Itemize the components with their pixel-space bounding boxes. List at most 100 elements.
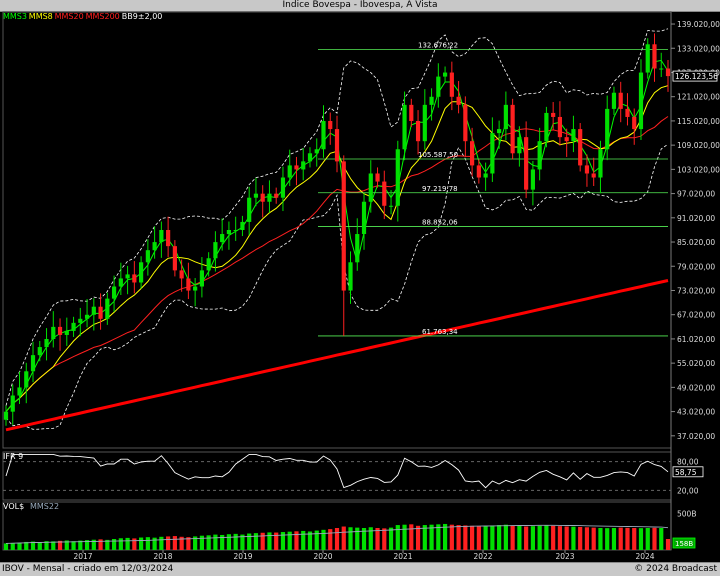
- fib-level-label: 105.587,50: [418, 151, 458, 159]
- bollinger-lower: [5, 143, 669, 430]
- volume-bar: [618, 527, 623, 550]
- candle-body: [125, 274, 130, 279]
- volume-bar: [44, 541, 49, 550]
- volume-bar: [159, 536, 164, 550]
- y-tick-label: 49.020,00: [677, 383, 715, 392]
- candle-body: [166, 230, 171, 247]
- candle-body: [220, 234, 225, 243]
- volume-bar: [287, 531, 292, 550]
- volume-bar: [497, 525, 502, 550]
- candle-body: [355, 234, 360, 263]
- volume-bar: [240, 534, 245, 550]
- volume-bar: [328, 529, 333, 550]
- candle-body: [429, 96, 434, 105]
- candle-body: [537, 141, 542, 170]
- volume-bar: [301, 530, 306, 550]
- candle-body: [476, 165, 481, 178]
- volume-bar: [476, 526, 481, 550]
- candle-body: [665, 68, 671, 77]
- candle-body: [659, 68, 664, 70]
- candle-body: [341, 161, 346, 291]
- volume-bar: [51, 541, 56, 550]
- ifr-tick-label: 20,00: [677, 486, 699, 495]
- volume-bar: [199, 535, 204, 550]
- ifr-label: IFR 9: [3, 452, 23, 461]
- y-tick-label: 121.020,00: [677, 93, 720, 102]
- y-tick-label: 79.020,00: [677, 262, 715, 271]
- volume-bar: [17, 542, 22, 550]
- candle-body: [470, 141, 475, 166]
- volume-bar: [71, 541, 76, 550]
- candle-body: [213, 242, 218, 259]
- volume-bar: [24, 541, 29, 550]
- fib-level-label: 88.852,06: [422, 219, 458, 227]
- volume-bar: [172, 536, 177, 550]
- candle-body: [382, 181, 387, 206]
- volume-bar: [544, 525, 549, 550]
- x-tick-label: 2020: [313, 552, 332, 561]
- candle-body: [206, 258, 211, 271]
- x-tick-label: 2017: [73, 552, 92, 561]
- candle-body: [564, 137, 569, 142]
- volume-bar: [530, 526, 535, 550]
- volume-bar: [652, 527, 657, 550]
- candle-body: [328, 121, 333, 130]
- volume-bar: [321, 529, 326, 550]
- candle-body: [139, 262, 144, 283]
- volume-bar: [213, 534, 218, 550]
- candle-body: [111, 286, 117, 299]
- candle-body: [10, 395, 15, 412]
- volume-bar: [152, 537, 157, 550]
- volume-bar: [348, 527, 353, 550]
- volume-bar: [125, 537, 130, 550]
- last-price-box: [672, 70, 718, 82]
- candle-body: [57, 326, 63, 335]
- candle-body: [611, 92, 617, 109]
- volume-bar: [226, 534, 232, 550]
- candle-body: [524, 137, 529, 190]
- candle-body: [578, 129, 583, 166]
- candle-body: [415, 121, 421, 142]
- volume-bar: [37, 542, 42, 550]
- volume-bar: [442, 523, 448, 550]
- volume-bar: [64, 540, 69, 550]
- x-tick-label: 2021: [393, 552, 412, 561]
- y-tick-label: 67.020,00: [677, 311, 715, 320]
- candle-body: [186, 278, 191, 291]
- volume-bar: [510, 525, 515, 550]
- candle-body: [98, 306, 103, 319]
- candle-body: [598, 149, 603, 178]
- volume-bar: [179, 536, 184, 550]
- volume-bar: [470, 525, 475, 550]
- volume-bar: [368, 527, 373, 550]
- volume-bar: [551, 525, 556, 550]
- y-tick-label: 43.020,00: [677, 408, 715, 417]
- candle-body: [645, 44, 650, 73]
- candle-body: [348, 262, 353, 291]
- candle-body: [17, 387, 22, 396]
- ifr-line: [5, 453, 669, 489]
- ifr-value-box: [672, 466, 704, 478]
- volume-bar: [395, 525, 400, 550]
- volume-bar: [341, 526, 346, 550]
- volume-bar: [30, 541, 36, 550]
- candle-body: [247, 197, 252, 222]
- volume-tick-label: 500B: [677, 509, 696, 518]
- volume-bar: [557, 526, 563, 550]
- legend-mms8: MMS8: [29, 12, 53, 21]
- candle-body: [591, 173, 596, 178]
- volume-bar: [10, 543, 15, 550]
- volume-bar: [355, 527, 360, 550]
- volume-bar: [638, 528, 644, 550]
- candle-body: [361, 201, 367, 235]
- y-tick-label: 73.020,00: [677, 286, 715, 295]
- candle-body: [253, 193, 259, 198]
- volume-bar: [375, 528, 380, 550]
- volume-bar: [456, 525, 461, 550]
- candle-body: [503, 104, 508, 130]
- volume-bar: [388, 527, 394, 550]
- mms20-line: [5, 116, 669, 413]
- candle-body: [497, 129, 502, 134]
- volume-bar: [402, 524, 407, 550]
